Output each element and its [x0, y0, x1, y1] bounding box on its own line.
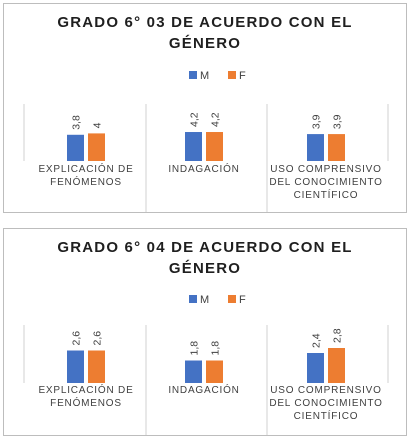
category-label-3: CIENTÍFICO	[294, 188, 359, 201]
legend-label-m: M	[200, 294, 209, 306]
bar-m-1	[67, 350, 84, 383]
bar-f-3	[328, 134, 345, 161]
data-label-f-3: 3,9	[332, 114, 344, 129]
bar-m-2	[185, 360, 202, 383]
legend-label-m: M	[200, 70, 209, 82]
bar-m-2	[185, 132, 202, 161]
legend-label-f: F	[239, 294, 246, 306]
category-label-3: CIENTÍFICO	[294, 409, 359, 422]
legend-label-f: F	[239, 70, 246, 82]
legend-swatch-f	[228, 295, 236, 303]
category-label-3: DEL CONOCIMIENTO	[269, 398, 382, 409]
bar-m-1	[67, 134, 84, 161]
chart-panel-grado-6-04: GRADO 6° 04 DE ACUERDO CON EL GÉNERO M F 2…	[3, 228, 407, 436]
chart-title-line-2: GÉNERO	[168, 35, 242, 52]
bar-chart-grado-6-03: M F 3,8 4,2 3,9 4 4,2 3,9 EXPLICACIÓN DEFENÓMENO…	[23, 70, 389, 212]
bar-f-1	[88, 133, 105, 161]
category-label-2: INDAGACIÓN	[168, 383, 239, 396]
category-label-1: EXPLICACIÓN DE	[38, 162, 133, 175]
data-label-f-1: 4	[92, 122, 104, 128]
category-label-1: FENÓMENOS	[50, 396, 122, 409]
legend-swatch-m	[189, 295, 197, 303]
data-label-m-1: 2,6	[71, 331, 83, 346]
chart-title: GRADO 6° 03 DE ACUERDO CON EL GÉNERO	[4, 12, 406, 54]
bar-chart-grado-6-04: M F 2,6 1,8 2,4 2,6 1,8 2,8 EXPLICACIÓN DEFENÓME…	[23, 294, 389, 435]
bar-f-2	[206, 132, 223, 161]
data-label-m-3: 3,9	[311, 114, 323, 129]
data-label-m-2: 1,8	[189, 341, 201, 356]
category-label-3: USO COMPRENSIVO	[270, 385, 381, 396]
category-label-1: EXPLICACIÓN DE	[38, 383, 133, 396]
chart-title: GRADO 6° 04 DE ACUERDO CON EL GÉNERO	[4, 237, 406, 279]
legend-swatch-m	[189, 71, 197, 79]
data-label-m-1: 3,8	[71, 115, 83, 130]
data-label-f-2: 4,2	[210, 112, 222, 127]
category-label-2: INDAGACIÓN	[168, 162, 239, 175]
chart-title-line-1: GRADO 6° 03 DE ACUERDO CON EL	[57, 14, 353, 31]
bar-f-3	[328, 348, 345, 383]
data-label-m-2: 4,2	[189, 112, 201, 127]
chart-title-line-1: GRADO 6° 04 DE ACUERDO CON EL	[57, 239, 353, 256]
bar-f-2	[206, 360, 223, 383]
legend-swatch-f	[228, 71, 236, 79]
chart-title-line-2: GÉNERO	[168, 260, 242, 277]
bar-m-3	[307, 353, 324, 383]
bar-m-3	[307, 134, 324, 161]
chart-panel-grado-6-03: GRADO 6° 03 DE ACUERDO CON EL GÉNERO M F 3…	[3, 3, 407, 213]
category-label-3: USO COMPRENSIVO	[270, 164, 381, 175]
category-label-3: DEL CONOCIMIENTO	[269, 177, 382, 188]
data-label-m-3: 2,4	[311, 333, 323, 348]
data-label-f-2: 1,8	[210, 341, 222, 356]
category-label-1: FENÓMENOS	[50, 175, 122, 188]
bar-f-1	[88, 350, 105, 383]
data-label-f-3: 2,8	[332, 328, 344, 343]
data-label-f-1: 2,6	[92, 331, 104, 346]
